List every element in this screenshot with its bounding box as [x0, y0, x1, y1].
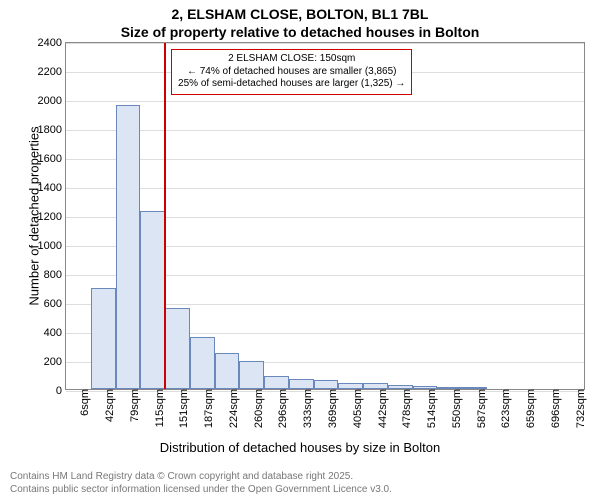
annotation-line-1: 2 ELSHAM CLOSE: 150sqm [178, 53, 405, 66]
gridline [66, 130, 584, 131]
y-tick-label: 1600 [38, 153, 62, 165]
x-tick-label: 115sqm [154, 389, 166, 427]
x-axis-label: Distribution of detached houses by size … [0, 440, 600, 455]
bar [91, 288, 116, 390]
x-tick-label: 333sqm [302, 389, 314, 428]
y-tick-label: 0 [56, 385, 62, 397]
gridline [66, 101, 584, 102]
plot-area: 0200400600800100012001400160018002000220… [65, 42, 585, 390]
y-tick-label: 1800 [38, 124, 62, 136]
gridline [66, 159, 584, 160]
bar [264, 376, 289, 389]
bar [190, 337, 215, 389]
bar [140, 211, 165, 389]
footer-line-1: Contains HM Land Registry data © Crown c… [10, 471, 600, 484]
x-tick-label: 6sqm [79, 389, 91, 416]
x-tick-label: 659sqm [525, 389, 537, 428]
chart: 2, ELSHAM CLOSE, BOLTON, BL1 7BL Size of… [0, 0, 600, 500]
title-line-1: 2, ELSHAM CLOSE, BOLTON, BL1 7BL [0, 6, 600, 24]
x-tick-label: 696sqm [550, 389, 562, 428]
x-tick-label: 296sqm [277, 389, 289, 428]
x-tick-label: 732sqm [575, 389, 587, 428]
footer: Contains HM Land Registry data © Crown c… [0, 471, 600, 496]
gridline [66, 188, 584, 189]
y-tick-label: 2200 [38, 66, 62, 78]
y-tick-label: 1000 [38, 240, 62, 252]
x-tick-label: 587sqm [476, 389, 488, 428]
y-tick-label: 600 [44, 298, 62, 310]
x-tick-label: 550sqm [451, 389, 463, 428]
bar [289, 379, 314, 389]
x-tick-label: 260sqm [253, 389, 265, 428]
x-tick-label: 42sqm [104, 389, 116, 422]
bar [239, 361, 264, 389]
x-tick-label: 151sqm [178, 389, 190, 428]
bar [215, 353, 240, 389]
chart-title: 2, ELSHAM CLOSE, BOLTON, BL1 7BL Size of… [0, 0, 600, 41]
y-tick-label: 2000 [38, 95, 62, 107]
annotation-line-2: ← 74% of detached houses are smaller (3,… [178, 66, 405, 79]
x-tick-label: 478sqm [401, 389, 413, 428]
bar [165, 308, 190, 389]
x-tick-label: 79sqm [129, 389, 141, 422]
x-tick-label: 405sqm [352, 389, 364, 428]
y-tick-label: 2400 [38, 37, 62, 49]
annotation-line-3: 25% of semi-detached houses are larger (… [178, 78, 405, 91]
y-tick-label: 1200 [38, 211, 62, 223]
x-tick-label: 442sqm [377, 389, 389, 428]
bar [314, 380, 339, 389]
x-tick-label: 187sqm [203, 389, 215, 428]
annotation-box: 2 ELSHAM CLOSE: 150sqm← 74% of detached … [171, 49, 412, 95]
gridline [66, 43, 584, 44]
footer-line-2: Contains public sector information licen… [10, 484, 600, 497]
y-tick-label: 400 [44, 327, 62, 339]
title-line-2: Size of property relative to detached ho… [0, 24, 600, 42]
x-tick-label: 623sqm [500, 389, 512, 428]
y-tick-label: 1400 [38, 182, 62, 194]
x-tick-label: 369sqm [327, 389, 339, 428]
x-tick-label: 514sqm [426, 389, 438, 428]
marker-line [164, 43, 166, 389]
bar [116, 105, 141, 389]
y-tick-label: 800 [44, 269, 62, 281]
y-tick-label: 200 [44, 356, 62, 368]
x-tick-label: 224sqm [228, 389, 240, 428]
